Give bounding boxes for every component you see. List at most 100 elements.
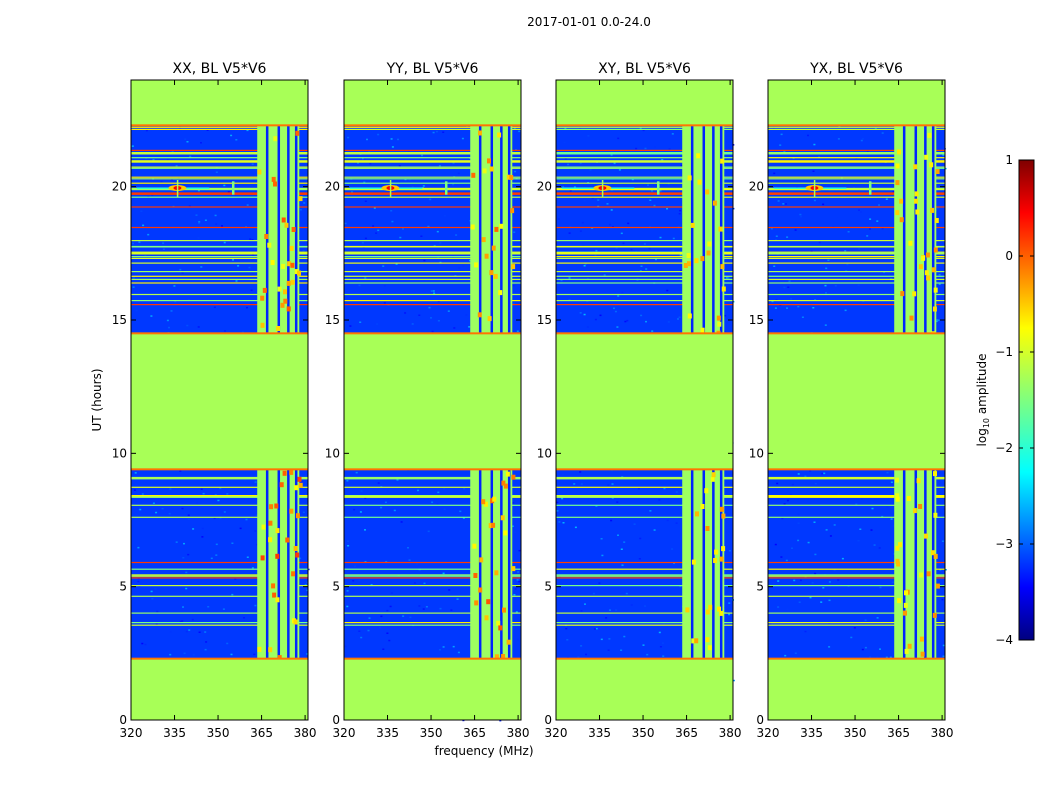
- rfi-time-line: [768, 612, 945, 614]
- noise-cell: [416, 563, 419, 565]
- noise-cell: [858, 209, 860, 211]
- noise-cell: [780, 133, 783, 136]
- noise-cell: [943, 508, 945, 510]
- rfi-time-line: [768, 624, 945, 626]
- noise-cell: [587, 135, 590, 137]
- noise-cell: [776, 482, 779, 485]
- noise-cell: [662, 655, 665, 657]
- noise-cell: [791, 547, 793, 549]
- noise-cell: [369, 163, 372, 165]
- noise-cell: [361, 242, 364, 244]
- rfi-time-line: [344, 196, 521, 198]
- rfi-band-cell: [277, 286, 282, 292]
- rfi-time-line: [768, 278, 945, 280]
- noise-cell: [812, 170, 815, 172]
- noise-cell: [198, 631, 201, 633]
- rfi-time-line: [344, 166, 521, 168]
- colorbar-label-rest: amplitude: [975, 354, 989, 418]
- noise-cell: [850, 636, 853, 639]
- noise-cell: [517, 638, 519, 641]
- noise-cell: [455, 234, 458, 236]
- noise-cell: [347, 136, 350, 139]
- rfi-band-cell: [290, 262, 295, 268]
- noise-cell: [671, 133, 674, 135]
- rfi-time-line: [768, 128, 945, 130]
- noise-cell: [516, 330, 519, 332]
- noise-cell: [357, 162, 359, 164]
- rfi-time-line: [344, 304, 521, 306]
- noise-cell: [582, 244, 585, 247]
- noise-cell: [583, 199, 586, 202]
- rfi-time-line: [131, 516, 308, 518]
- noise-cell: [418, 314, 421, 316]
- rfi-band-cell: [489, 166, 494, 172]
- noise-cell: [807, 541, 810, 544]
- rfi-time-line: [344, 128, 521, 130]
- rfi-band-cell: [895, 493, 900, 499]
- noise-cell: [608, 638, 611, 640]
- noise-cell: [363, 158, 366, 160]
- noise-cell: [223, 241, 226, 244]
- noise-cell: [827, 259, 830, 261]
- rfi-band-cell: [483, 501, 488, 507]
- noise-cell: [398, 165, 401, 167]
- noise-cell: [847, 258, 850, 261]
- noise-cell: [137, 580, 140, 583]
- noise-cell: [595, 249, 598, 252]
- noise-cell: [781, 517, 784, 520]
- rfi-band-cell: [481, 237, 486, 243]
- y-tick-label: 20: [749, 180, 764, 194]
- noise-cell: [836, 217, 839, 219]
- rfi-band-cell: [472, 543, 477, 549]
- rfi-band-cell: [506, 174, 511, 180]
- rfi-band-cell: [511, 474, 516, 480]
- rfi-time-line: [768, 189, 945, 191]
- rfi-band-cell: [289, 469, 294, 475]
- rfi-time-line: [768, 182, 945, 184]
- noise-cell: [386, 490, 389, 492]
- rfi-time-line: [131, 176, 308, 178]
- noise-cell: [890, 518, 893, 520]
- noise-cell: [518, 580, 521, 583]
- rfi-time-line: [131, 187, 308, 189]
- noise-cell: [358, 579, 361, 582]
- flagged-range: [131, 80, 308, 126]
- rfi-band-cell: [293, 619, 298, 625]
- noise-cell: [452, 183, 455, 186]
- x-tick-label: 350: [207, 726, 230, 740]
- rfi-burst: [136, 180, 235, 198]
- noise-cell: [562, 522, 565, 524]
- noise-cell: [380, 506, 383, 509]
- noise-cell: [599, 314, 602, 317]
- noise-cell: [810, 250, 813, 253]
- noise-cell: [377, 229, 380, 232]
- noise-cell: [822, 203, 825, 206]
- rfi-band-cell: [281, 217, 286, 223]
- rfi-band-cell: [697, 179, 702, 185]
- flag-edge: [768, 332, 945, 335]
- rfi-time-line: [556, 476, 733, 480]
- rfi-band-cell: [282, 470, 287, 476]
- noise-cell: [798, 601, 801, 603]
- y-axis-label: UT (hours): [90, 368, 104, 431]
- noise-cell: [355, 471, 358, 474]
- noise-cell: [944, 167, 947, 170]
- rfi-time-line: [131, 577, 308, 579]
- noise-cell: [813, 521, 816, 523]
- noise-cell: [431, 501, 434, 503]
- rfi-time-line: [768, 516, 945, 518]
- rfi-band-cell: [511, 264, 516, 270]
- noise-cell: [890, 481, 893, 483]
- noise-cell: [586, 326, 589, 328]
- noise-cell: [579, 312, 582, 314]
- flagged-range: [768, 333, 945, 470]
- noise-cell: [607, 649, 610, 651]
- rfi-band-cell: [289, 508, 294, 514]
- noise-cell: [557, 218, 560, 220]
- noise-cell: [213, 306, 216, 308]
- noise-cell: [373, 207, 376, 209]
- rfi-time-lines: [768, 126, 945, 626]
- noise-cell: [844, 250, 847, 252]
- noise-cell: [353, 508, 356, 511]
